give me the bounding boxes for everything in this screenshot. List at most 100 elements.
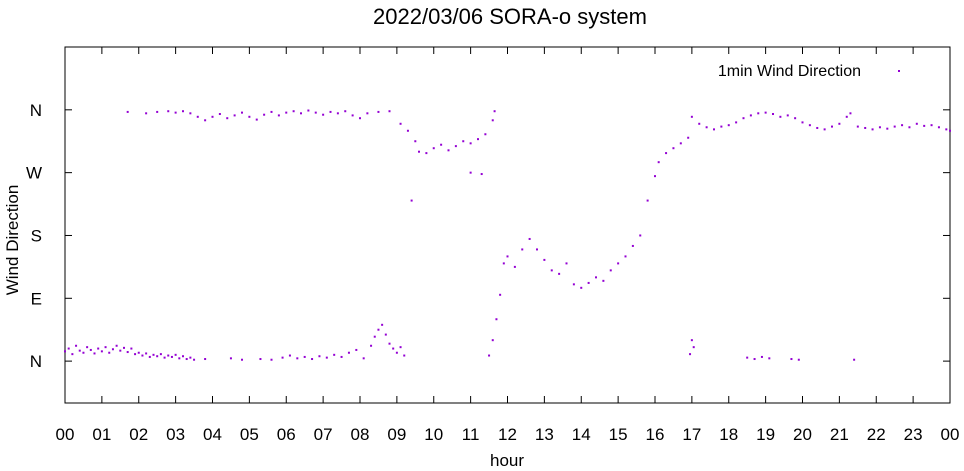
data-point: [193, 358, 196, 361]
data-point: [75, 344, 78, 347]
data-point: [281, 356, 284, 359]
data-point: [856, 125, 859, 128]
data-point: [499, 293, 502, 296]
data-point: [480, 173, 483, 176]
data-point: [178, 357, 181, 360]
data-point: [543, 258, 546, 261]
data-point: [152, 353, 155, 356]
data-point: [550, 269, 553, 272]
data-point: [816, 126, 819, 129]
data-point: [506, 255, 509, 258]
data-point: [705, 126, 708, 129]
data-point: [241, 111, 243, 114]
data-point: [565, 262, 568, 265]
data-point: [359, 117, 361, 120]
data-point: [130, 347, 133, 350]
y-axis-label: Wind Direction: [3, 185, 22, 296]
data-point: [285, 111, 288, 114]
data-point: [484, 133, 487, 136]
data-point: [853, 358, 856, 361]
data-point: [104, 346, 107, 349]
data-point: [432, 147, 435, 150]
data-point: [689, 353, 692, 356]
data-point: [115, 344, 118, 347]
data-point: [735, 121, 738, 124]
x-tick-label: 03: [166, 425, 185, 444]
data-point: [831, 125, 833, 128]
data-point: [137, 351, 140, 354]
x-tick-label: 16: [646, 425, 665, 444]
data-point: [218, 113, 221, 116]
data-point: [145, 112, 148, 115]
data-point: [727, 124, 730, 127]
data-point: [462, 140, 465, 143]
data-point: [654, 175, 656, 178]
data-point: [373, 335, 376, 338]
data-point: [786, 114, 789, 117]
data-points: [64, 109, 951, 361]
data-point: [845, 115, 848, 118]
data-point: [78, 349, 81, 352]
data-point: [259, 358, 262, 361]
data-point: [329, 110, 332, 113]
x-tick-label: 12: [498, 425, 517, 444]
data-point: [513, 265, 516, 268]
data-point: [370, 344, 373, 347]
data-point: [536, 248, 538, 251]
x-tick-label: 04: [203, 425, 222, 444]
data-point: [720, 125, 723, 128]
data-point: [768, 357, 771, 360]
data-point: [248, 115, 251, 118]
data-point: [126, 351, 129, 354]
data-point: [300, 112, 302, 115]
data-point: [878, 126, 881, 129]
data-point: [82, 351, 85, 354]
data-point: [410, 199, 413, 202]
y-tick-label: E: [31, 289, 42, 308]
data-point: [823, 128, 826, 131]
data-point: [454, 145, 457, 148]
x-tick-label: 14: [572, 425, 591, 444]
data-point: [713, 128, 715, 131]
x-tick-label: 15: [609, 425, 628, 444]
x-tick-label: 06: [277, 425, 296, 444]
data-point: [270, 358, 273, 361]
x-tick-label: 00: [941, 425, 960, 444]
data-point: [414, 140, 417, 143]
data-point: [425, 152, 428, 155]
data-point: [388, 342, 391, 345]
data-point: [849, 112, 852, 115]
data-point: [587, 281, 590, 284]
data-point: [687, 136, 690, 139]
data-point: [322, 113, 325, 116]
x-tick-label: 23: [904, 425, 923, 444]
x-tick-label: 21: [830, 425, 849, 444]
data-point: [753, 358, 756, 361]
data-point: [204, 119, 207, 122]
data-point: [493, 110, 496, 113]
data-point: [226, 117, 229, 120]
data-point: [757, 112, 760, 115]
data-point: [477, 138, 479, 141]
data-point: [108, 351, 111, 354]
data-point: [690, 339, 693, 342]
data-point: [148, 355, 151, 358]
data-point: [864, 126, 867, 129]
data-point: [469, 142, 472, 145]
data-point: [64, 350, 66, 353]
data-point: [347, 351, 350, 354]
data-point: [801, 121, 804, 124]
data-point: [399, 122, 402, 125]
data-point: [229, 357, 232, 360]
data-point: [672, 147, 675, 150]
data-point: [403, 354, 406, 357]
data-point: [156, 110, 159, 113]
data-point: [288, 354, 291, 357]
data-point: [760, 355, 763, 358]
x-tick-label: 11: [462, 425, 480, 444]
data-point: [318, 355, 321, 358]
data-point: [377, 328, 380, 331]
data-point: [263, 113, 266, 116]
data-point: [915, 122, 918, 125]
